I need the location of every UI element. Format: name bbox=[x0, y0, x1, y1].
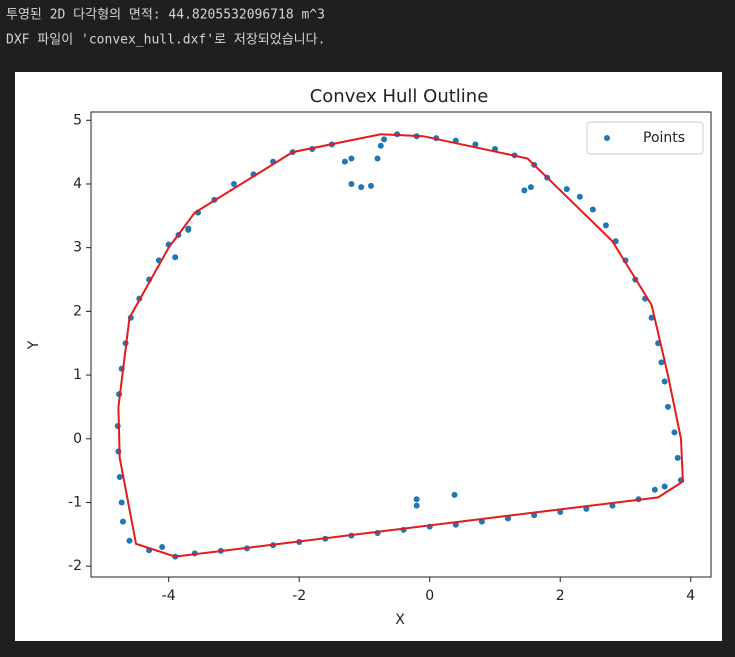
point bbox=[527, 184, 534, 191]
legend-marker bbox=[604, 135, 610, 141]
y-tick-label: 4 bbox=[73, 176, 82, 192]
point bbox=[661, 483, 668, 490]
figure-background bbox=[15, 72, 722, 641]
point bbox=[648, 314, 655, 321]
legend-label: Points bbox=[643, 130, 685, 146]
chart-title: Convex Hull Outline bbox=[310, 86, 489, 107]
point bbox=[472, 141, 479, 148]
point bbox=[658, 359, 665, 366]
y-tick-label: 3 bbox=[73, 240, 82, 256]
x-tick-label: -2 bbox=[292, 588, 306, 604]
y-tick-label: -1 bbox=[68, 494, 82, 510]
point bbox=[367, 182, 374, 189]
plot-frame bbox=[90, 111, 712, 578]
point bbox=[377, 142, 384, 149]
point bbox=[381, 136, 388, 143]
point bbox=[671, 429, 678, 436]
output-line: DXF 파일이 'convex_hull.dxf'로 저장되었습니다. bbox=[6, 33, 325, 48]
point bbox=[348, 180, 355, 187]
point bbox=[230, 180, 237, 187]
y-tick-label: -2 bbox=[68, 558, 82, 574]
point bbox=[119, 518, 126, 525]
point bbox=[118, 499, 125, 506]
point bbox=[664, 403, 671, 410]
x-tick-label: 2 bbox=[556, 588, 565, 604]
point bbox=[674, 454, 681, 461]
point bbox=[651, 486, 658, 493]
point bbox=[348, 155, 355, 162]
y-tick-label: 0 bbox=[73, 431, 82, 447]
point bbox=[661, 378, 668, 385]
point bbox=[126, 537, 133, 544]
point bbox=[172, 254, 179, 261]
point bbox=[185, 226, 192, 233]
point bbox=[358, 184, 365, 191]
point bbox=[521, 187, 528, 194]
point bbox=[602, 222, 609, 229]
point bbox=[451, 491, 458, 498]
point bbox=[413, 502, 420, 509]
point bbox=[341, 158, 348, 165]
legend-box bbox=[586, 121, 704, 155]
x-tick-label: 0 bbox=[425, 588, 434, 604]
y-tick-label: 5 bbox=[73, 112, 82, 128]
point bbox=[576, 193, 583, 200]
point bbox=[374, 155, 381, 162]
x-tick-label: -4 bbox=[162, 588, 176, 604]
x-axis-label: X bbox=[395, 612, 405, 628]
point bbox=[563, 186, 570, 193]
output-line: 투영된 2D 다각형의 면적: 44.8205532096718 m^3 bbox=[6, 8, 325, 23]
y-tick-label: 2 bbox=[73, 303, 82, 319]
point bbox=[589, 206, 596, 213]
y-axis-label: Y bbox=[26, 340, 42, 350]
point bbox=[413, 496, 420, 503]
hull-line bbox=[117, 133, 684, 558]
x-tick-label: 4 bbox=[686, 588, 695, 604]
point bbox=[159, 544, 166, 551]
point bbox=[116, 473, 123, 480]
y-tick-label: 1 bbox=[73, 367, 82, 383]
